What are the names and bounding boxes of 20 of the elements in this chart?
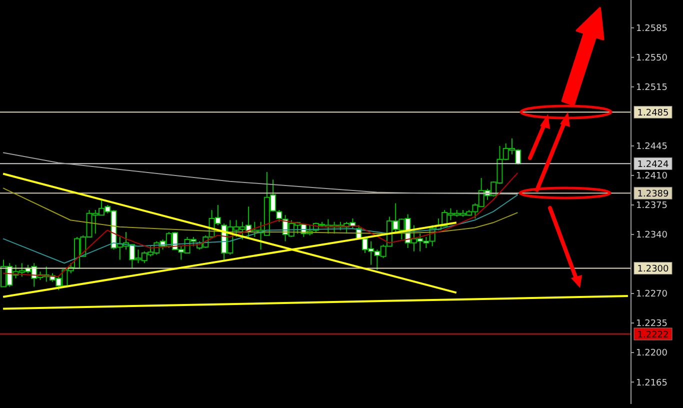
line-series (2, 172, 518, 278)
y-tick-label: 1.2515 (636, 83, 668, 94)
y-tick-label: 1.2270 (636, 290, 668, 300)
y-tick-label: 1.2445 (636, 142, 668, 152)
y-tick-label: 1.2235 (636, 319, 668, 330)
y-tick-label: 1.2340 (636, 230, 668, 241)
y-tick-label: 1.2550 (636, 54, 668, 64)
ref-line-label: 1.2222 (637, 330, 669, 340)
y-tick-label: 1.2585 (636, 24, 668, 34)
line-series (2, 152, 518, 194)
ref-line-label: 1.2485 (637, 108, 669, 119)
y-tick-label: 1.2165 (636, 378, 668, 388)
y-tick-label: 1.2200 (636, 348, 668, 359)
ref-line-label: 1.2389 (637, 190, 670, 200)
line-series (2, 194, 518, 264)
ref-line-label: 1.2424 (637, 160, 670, 170)
line-series (2, 188, 518, 234)
y-tick-label: 1.2375 (636, 201, 668, 212)
ref-line-label: 1.2300 (637, 264, 670, 275)
y-tick-label: 1.2410 (636, 172, 668, 182)
